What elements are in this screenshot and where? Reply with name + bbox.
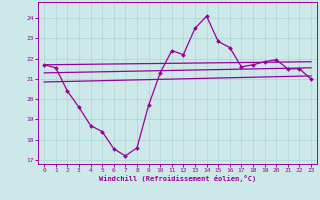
X-axis label: Windchill (Refroidissement éolien,°C): Windchill (Refroidissement éolien,°C)	[99, 175, 256, 182]
